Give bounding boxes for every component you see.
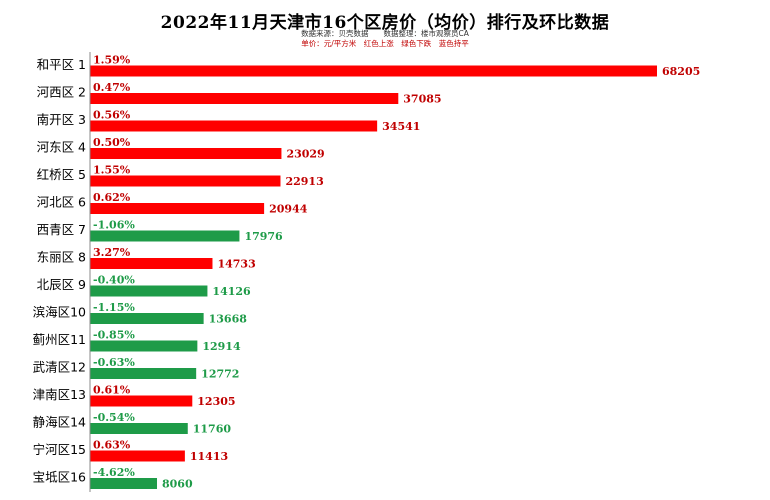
bar-8 <box>90 258 213 269</box>
value-label: 11413 <box>190 450 228 463</box>
bar-6 <box>90 203 265 214</box>
value-label: 8060 <box>162 478 193 491</box>
category-label: 南开区 3 <box>37 112 86 127</box>
value-label: 37085 <box>403 93 441 106</box>
change-label: 0.61% <box>93 384 131 397</box>
category-label: 津南区13 <box>33 387 86 402</box>
category-label: 河东区 4 <box>37 140 86 155</box>
value-label: 34541 <box>382 120 420 133</box>
value-label: 68205 <box>662 65 700 78</box>
category-label: 河西区 2 <box>37 85 86 100</box>
change-label: 3.27% <box>93 246 131 259</box>
category-label: 河北区 6 <box>37 195 86 210</box>
change-label: 0.47% <box>93 81 131 94</box>
chart-title: 2022年11月天津市16个区房价（均价）排行及环比数据 <box>160 13 610 33</box>
category-label: 北辰区 9 <box>37 277 86 292</box>
value-label: 12772 <box>201 368 239 381</box>
change-label: -4.62% <box>93 466 135 479</box>
value-label: 13668 <box>209 313 248 326</box>
bar-15 <box>90 450 185 462</box>
change-label: 0.62% <box>93 191 131 204</box>
value-label: 12305 <box>197 395 235 408</box>
change-label: 1.55% <box>93 164 131 177</box>
value-label: 12914 <box>202 340 241 353</box>
value-label: 17976 <box>244 230 283 243</box>
change-label: 0.50% <box>93 136 131 149</box>
category-label: 和平区 1 <box>37 57 86 72</box>
chart-source-subtitle: 数据来源：贝壳数据 数据整理：楼市观察员CA <box>301 29 469 38</box>
bar-14 <box>90 423 188 434</box>
bar-4 <box>90 148 282 159</box>
category-label: 武清区12 <box>33 360 86 375</box>
bar-5 <box>90 175 281 187</box>
bar-11 <box>90 340 198 352</box>
change-label: -0.40% <box>93 274 135 287</box>
value-label: 11760 <box>193 423 232 436</box>
bar-2 <box>90 93 399 104</box>
category-label: 红桥区 5 <box>37 167 86 182</box>
bar-12 <box>90 368 197 379</box>
change-label: -0.54% <box>93 411 135 424</box>
bar-9 <box>90 285 208 297</box>
value-label: 14733 <box>217 258 255 271</box>
bar-10 <box>90 313 204 324</box>
change-label: 0.63% <box>93 439 131 452</box>
bar-13 <box>90 395 193 407</box>
category-label: 宝坻区16 <box>33 470 86 485</box>
bar-1 <box>90 65 657 77</box>
chart-legend-subtitle: 单价：元/平方米 红色上涨 绿色下跌 蓝色持平 <box>301 39 469 48</box>
value-label: 14126 <box>212 285 251 298</box>
category-label: 滨海区10 <box>33 305 86 320</box>
bar-16 <box>90 478 158 489</box>
change-label: -1.06% <box>93 219 135 232</box>
category-label: 蓟州区11 <box>33 332 86 347</box>
value-label: 22913 <box>285 175 323 188</box>
change-label: -0.85% <box>93 329 135 342</box>
value-label: 20944 <box>269 203 308 216</box>
category-label: 西青区 7 <box>37 222 86 237</box>
category-label: 宁河区15 <box>33 442 86 457</box>
value-label: 23029 <box>286 148 324 161</box>
change-label: -0.63% <box>93 356 135 369</box>
change-label: 0.56% <box>93 109 131 122</box>
category-label: 东丽区 8 <box>37 250 86 265</box>
bar-3 <box>90 120 378 132</box>
change-label: -1.15% <box>93 301 135 314</box>
bar-7 <box>90 230 240 242</box>
change-label: 1.59% <box>93 54 131 67</box>
category-label: 静海区14 <box>33 415 86 430</box>
